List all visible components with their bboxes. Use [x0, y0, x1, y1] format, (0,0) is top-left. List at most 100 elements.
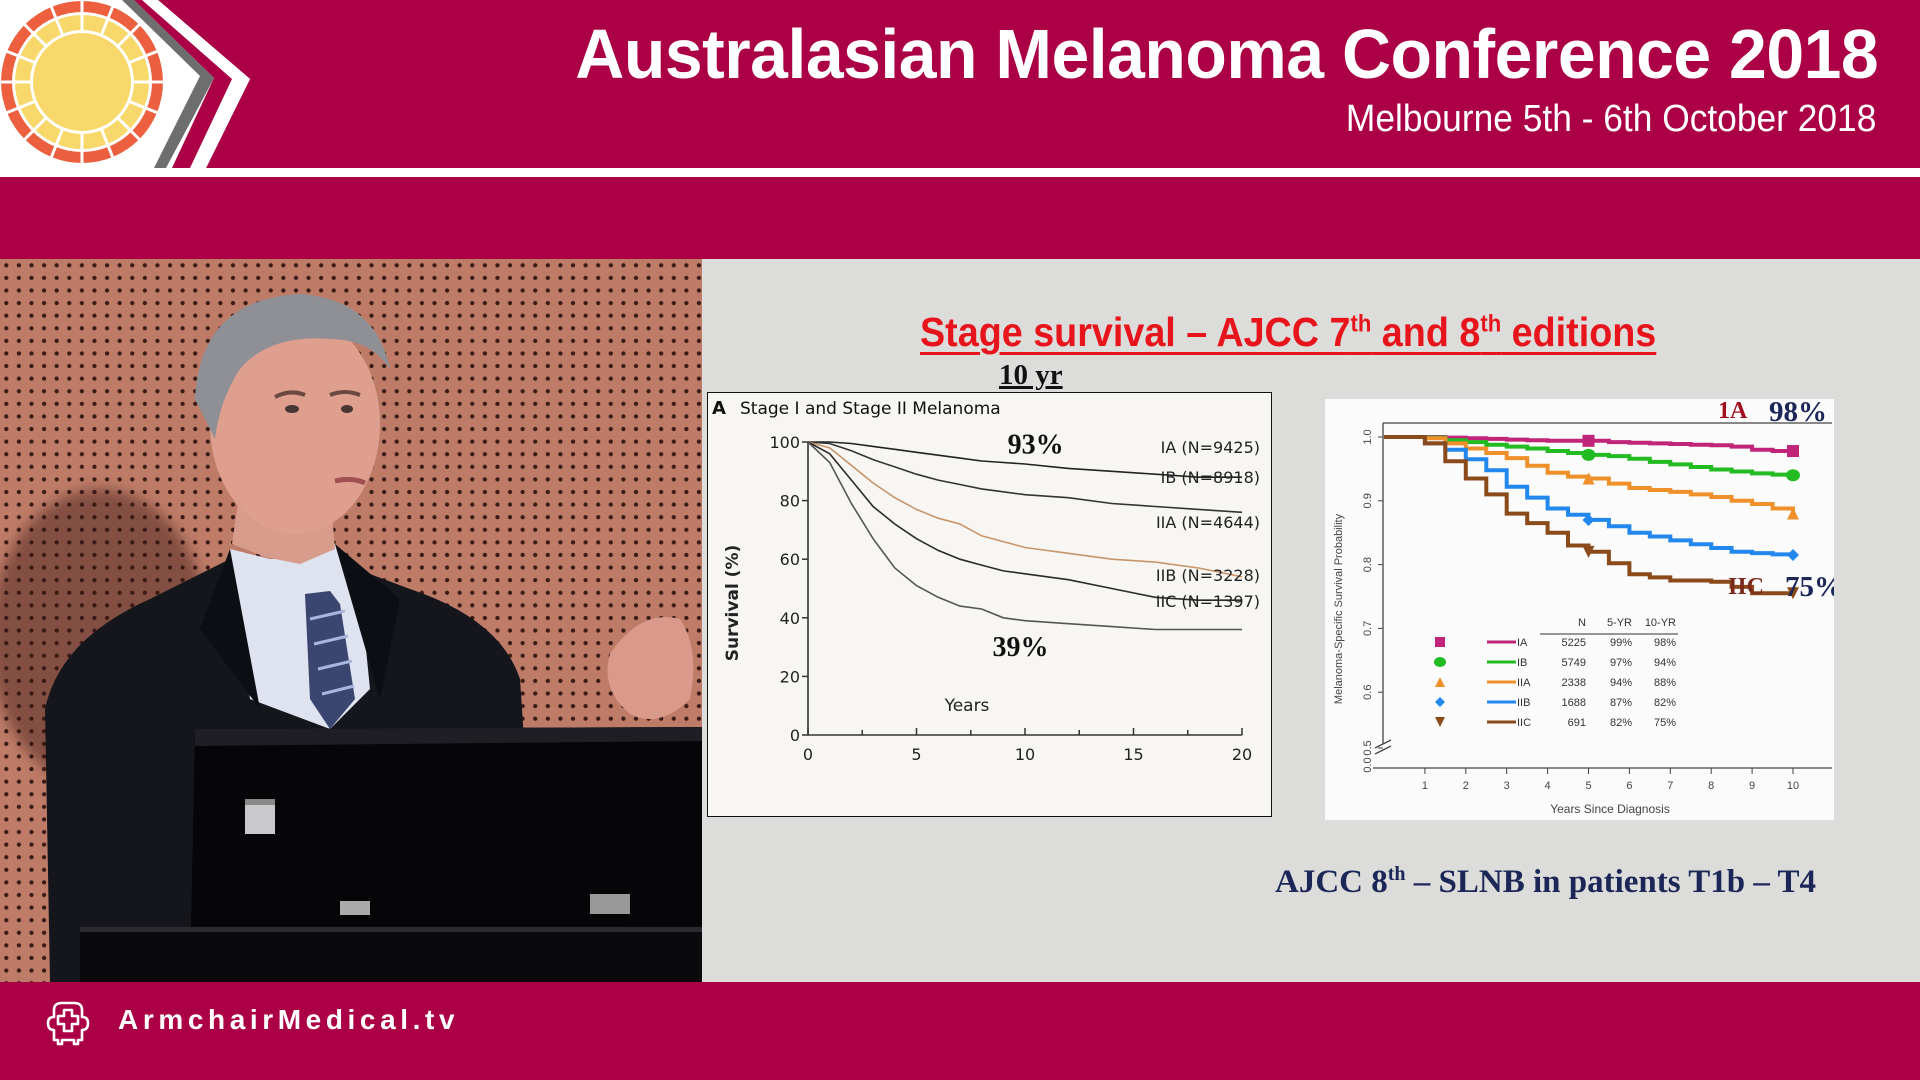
svg-text:IIA: IIA	[1517, 677, 1531, 689]
survival-curve	[808, 441, 1242, 478]
svg-text:0.7: 0.7	[1362, 621, 1374, 636]
caption-part: – SLNB in patients T1b – T4	[1405, 864, 1817, 900]
svg-text:0: 0	[790, 726, 800, 745]
footer-bar: ArmchairMedical.tv	[0, 982, 1920, 1080]
svg-text:82%: 82%	[1654, 697, 1676, 709]
survival-curve	[1384, 435, 1795, 514]
survival-curve	[807, 441, 1243, 514]
svg-text:1: 1	[1422, 780, 1428, 792]
survival-curve	[1384, 435, 1793, 453]
svg-text:100: 100	[769, 433, 800, 452]
x-axis-label: Years	[944, 696, 990, 716]
survival-curve	[807, 441, 1242, 601]
svg-text:0.0: 0.0	[1362, 757, 1374, 772]
svg-text:2338: 2338	[1562, 677, 1586, 689]
svg-text:20: 20	[780, 667, 800, 686]
ten-year-label: 10 yr	[999, 359, 1063, 391]
svg-text:N: N	[1578, 617, 1586, 629]
armchair-cross-icon	[46, 1001, 90, 1046]
chart-panel-label: A	[712, 398, 726, 419]
slide-title: Stage survival – AJCC 7th and 8th editio…	[920, 309, 1656, 356]
svg-text:5225: 5225	[1562, 637, 1586, 649]
svg-text:0.6: 0.6	[1362, 685, 1374, 700]
slide-title-part: editions	[1501, 309, 1657, 355]
svg-text:3: 3	[1504, 780, 1510, 792]
svg-text:7: 7	[1667, 780, 1673, 792]
svg-text:IIC: IIC	[1517, 717, 1531, 729]
chart-ajcc8-svg: 0.0 0.5 0.6 0.7 0.8 0.9 1.0 1 2 3 4 5 6 7 8 9 10 Years S…	[1333, 399, 1834, 816]
svg-text:75%: 75%	[1654, 717, 1676, 729]
footer-brand[interactable]: ArmchairMedical.tv	[118, 1004, 460, 1035]
series-label: IA (N=9425)	[1161, 438, 1260, 457]
annotation-93pct: 93%	[1008, 430, 1064, 461]
speaker-video[interactable]	[0, 259, 702, 982]
svg-text:94%: 94%	[1610, 677, 1632, 689]
svg-text:5749: 5749	[1562, 657, 1586, 669]
svg-text:IA: IA	[1517, 637, 1528, 649]
survival-curve	[807, 441, 1243, 578]
y-axis-label: Survival (%)	[723, 545, 743, 662]
slide-caption: AJCC 8th – SLNB in patients T1b – T4	[1275, 863, 1816, 901]
conference-header: Australasian Melanoma Conference 2018 Me…	[0, 0, 1920, 168]
caption-sup: th	[1387, 863, 1406, 885]
svg-text:1688: 1688	[1562, 697, 1586, 709]
svg-text:2: 2	[1463, 780, 1469, 792]
x-axis-label: Years Since Diagnosis	[1550, 802, 1670, 816]
presentation-slide: Stage survival – AJCC 7th and 8th editio…	[702, 259, 1920, 982]
slide-title-part: and 8	[1371, 309, 1481, 355]
chart-title: Stage I and Stage II Melanoma	[740, 399, 1001, 419]
svg-text:10-YR: 10-YR	[1645, 617, 1676, 629]
svg-text:1.0: 1.0	[1362, 429, 1374, 444]
sun-logo-icon	[0, 0, 260, 168]
chart-ajcc7: A Stage I and Stage II Melanoma 0 20 40 60 8…	[707, 392, 1272, 817]
survival-curve	[1384, 435, 1795, 557]
chart-ajcc8: 0.0 0.5 0.6 0.7 0.8 0.9 1.0 1 2 3 4 5 6 7 8 9 10 Years S…	[1325, 399, 1834, 820]
svg-text:8: 8	[1708, 780, 1714, 792]
header-band	[0, 177, 1920, 259]
svg-text:40: 40	[780, 609, 800, 628]
survival-curve	[807, 441, 1242, 631]
header-divider	[0, 168, 1920, 177]
series-label: IB (N=8918)	[1161, 468, 1260, 487]
survival-curve	[1384, 435, 1795, 477]
svg-text:88%: 88%	[1654, 677, 1676, 689]
svg-text:98%: 98%	[1654, 637, 1676, 649]
svg-text:5-YR: 5-YR	[1607, 617, 1632, 629]
svg-text:IB: IB	[1517, 657, 1527, 669]
annotation-1a: 1A	[1718, 399, 1748, 424]
annotation-98pct: 98%	[1769, 399, 1827, 428]
series-label: IIB (N=3228)	[1156, 566, 1260, 585]
y-axis-label: Melanoma-Specific Survival Probability	[1333, 513, 1345, 704]
svg-text:6: 6	[1626, 780, 1632, 792]
series-label: IIA (N=4644)	[1156, 513, 1260, 532]
svg-text:0.8: 0.8	[1362, 557, 1374, 572]
conference-dates: Melbourne 5th - 6th October 2018	[1345, 98, 1876, 140]
chart-ajcc7-svg: A Stage I and Stage II Melanoma 0 20 40 60 8…	[712, 398, 1260, 764]
svg-text:15: 15	[1123, 745, 1143, 764]
svg-text:IIB: IIB	[1517, 697, 1530, 709]
svg-text:87%: 87%	[1610, 697, 1632, 709]
svg-text:20: 20	[1232, 745, 1252, 764]
svg-text:82%: 82%	[1610, 717, 1632, 729]
svg-text:60: 60	[780, 550, 800, 569]
svg-text:0: 0	[803, 745, 813, 764]
caption-part: AJCC 8	[1275, 864, 1388, 900]
series-label: IIC (N=1397)	[1156, 592, 1260, 611]
svg-text:0.9: 0.9	[1362, 493, 1374, 508]
slide-title-sup: th	[1480, 310, 1502, 338]
svg-text:80: 80	[780, 492, 800, 511]
annotation-75pct: 75%	[1785, 571, 1834, 603]
svg-text:10: 10	[1015, 745, 1035, 764]
annotation-iic: IIC	[1728, 574, 1764, 600]
speaker-figure	[45, 294, 702, 982]
survival-curve	[1384, 435, 1793, 596]
svg-text:9: 9	[1749, 780, 1755, 792]
svg-text:99%: 99%	[1610, 637, 1632, 649]
svg-text:5: 5	[911, 745, 921, 764]
svg-text:10: 10	[1787, 780, 1799, 792]
svg-text:97%: 97%	[1610, 657, 1632, 669]
svg-text:5: 5	[1585, 780, 1591, 792]
svg-text:4: 4	[1545, 780, 1551, 792]
slide-title-sup: th	[1350, 310, 1372, 338]
slide-title-part: Stage survival – AJCC 7	[920, 309, 1351, 355]
